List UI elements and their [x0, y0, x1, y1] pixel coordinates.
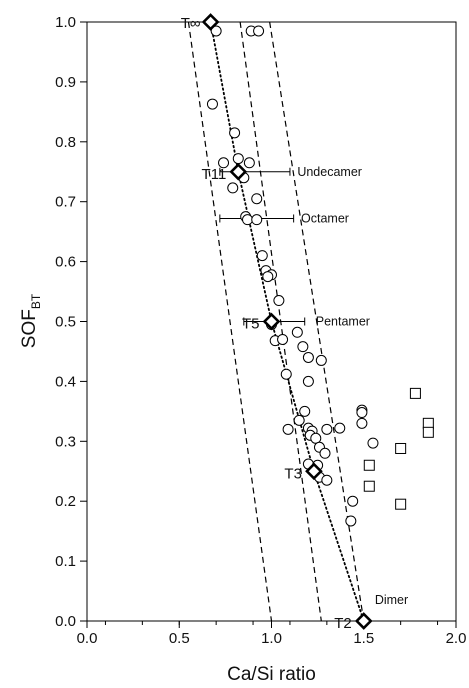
annotation-pentamer: Pentamer — [316, 315, 370, 329]
annotation-dimer: Dimer — [375, 593, 408, 607]
annotations: T∞ T11 T5 T3 T2 Undecamer Octamer Pentamer Dimer — [181, 15, 408, 632]
x-tick-label: 0.5 — [169, 630, 190, 647]
circle-point — [334, 422, 346, 434]
circle-point — [251, 193, 263, 205]
annotation-t5: T5 — [242, 316, 260, 333]
square-point — [363, 480, 375, 492]
circle-point — [273, 295, 285, 307]
diamond-point — [262, 312, 281, 331]
circle-point — [229, 127, 241, 139]
circle-point — [232, 153, 244, 165]
x-tick-label: 0.0 — [77, 630, 98, 647]
circle-point — [356, 407, 368, 419]
circle-point — [227, 182, 239, 194]
annotation-octamer: Octamer — [301, 211, 349, 225]
circle-point — [251, 214, 263, 226]
circle-point — [345, 515, 357, 527]
y-tick-label: 0.7 — [55, 194, 76, 211]
y-tick-label: 0.9 — [55, 74, 76, 91]
circle-point — [315, 354, 327, 366]
y-tick-label: 0.3 — [55, 433, 76, 450]
diamond-point — [305, 462, 323, 481]
circle-point — [347, 495, 359, 507]
square-point — [363, 459, 375, 471]
circle-point — [319, 447, 331, 459]
y-tick-label: 0.1 — [55, 553, 76, 570]
circle-point — [293, 414, 305, 426]
annotation-t11: T11 — [202, 166, 227, 183]
y-tick-label: 0.2 — [55, 493, 76, 510]
circle-point — [321, 474, 333, 486]
y-axis-title: SOFBT — [19, 293, 43, 348]
data-points — [201, 13, 434, 630]
circle-point — [356, 417, 368, 429]
circle-point — [367, 437, 379, 449]
annotation-t_inf: T∞ — [181, 15, 201, 32]
circle-point — [302, 351, 314, 363]
square-point — [395, 498, 407, 510]
circle-point — [299, 405, 311, 417]
circle-point — [277, 333, 289, 345]
y-tick-label: 0.8 — [55, 134, 76, 151]
diamond-point — [354, 612, 373, 630]
circle-point — [210, 25, 222, 37]
circle-point — [302, 375, 314, 387]
y-tick-label: 0.4 — [55, 373, 76, 390]
y-axis-title-main: SOF — [19, 309, 40, 348]
circle-point — [206, 98, 218, 110]
square-point — [422, 426, 434, 438]
y-tick-label: 0.0 — [55, 613, 76, 630]
annotation-t3: T3 — [284, 465, 302, 482]
circle-point — [280, 368, 292, 380]
x-tick-label: 2.0 — [446, 630, 467, 647]
square-point — [409, 387, 421, 399]
y-tick-label: 1.0 — [55, 14, 76, 31]
circle-point — [253, 25, 265, 37]
x-tick-label: 1.0 — [261, 630, 282, 647]
circle-point — [297, 341, 309, 353]
y-axis-title-sub: BT — [29, 293, 43, 309]
diamond-point — [229, 162, 248, 181]
circle-point — [282, 423, 294, 435]
circle-point — [291, 326, 303, 338]
circle-point — [321, 423, 333, 435]
circle-point — [242, 214, 254, 226]
y-tick-label: 0.5 — [55, 314, 76, 331]
dashed-trend-line — [187, 21, 273, 622]
circle-point — [262, 271, 274, 283]
annotation-undecamer: Undecamer — [297, 165, 362, 179]
square-point — [395, 442, 407, 454]
annotation-t2: T2 — [334, 615, 352, 632]
circle-point — [256, 250, 268, 262]
circle-point — [218, 157, 230, 169]
x-tick-label: 1.5 — [353, 630, 374, 647]
circle-point — [243, 157, 255, 169]
y-tick-label: 0.6 — [55, 254, 76, 271]
diamond-point — [201, 13, 220, 31]
x-axis-title: Ca/Si ratio — [227, 664, 316, 685]
axis-ticks: 0.0 0.5 1.0 1.5 2.0 0.0 0.1 0.2 0.3 0.4 0.5 0.6 0.7 0… — [55, 14, 466, 647]
